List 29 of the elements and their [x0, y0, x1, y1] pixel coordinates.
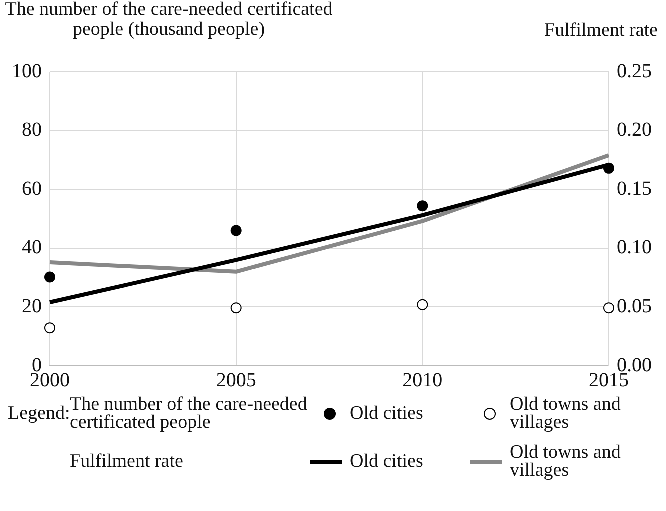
y2-tick-label: 0.15 [617, 178, 652, 200]
x-tick-label: 2005 [216, 369, 256, 392]
point [44, 272, 56, 283]
text: The number of the care-needed certificated people [70, 394, 308, 433]
legend-title: Legend: [8, 403, 70, 424]
legend-label: Old cities [350, 451, 424, 472]
y2-tick-label: 0.10 [617, 236, 652, 259]
point [604, 162, 614, 174]
y-axis-title: The number of the care-needed certificated people (thousand people) [4, 0, 334, 40]
y2-axis-title: Fulfilment rate [544, 20, 658, 42]
y-tick-label: 40 [22, 236, 42, 259]
y-tick-label: 80 [22, 119, 42, 142]
y-tick-label: 100 [12, 60, 42, 82]
point [44, 322, 56, 334]
y-tick-label: 20 [22, 295, 42, 318]
x-tick-label: 2010 [402, 369, 443, 392]
point [417, 200, 428, 212]
legend-label: Old cities [350, 403, 424, 424]
y2-tick-label: 0.05 [617, 295, 652, 318]
legend-label: Old towns and villages [510, 442, 622, 481]
text: Fulfilment rate [70, 451, 184, 472]
y2-tick-label: 0.20 [617, 119, 652, 142]
point [417, 299, 428, 310]
y2-tick-label: 0.25 [617, 60, 652, 82]
legend-label: Old towns and villages [510, 394, 622, 433]
point [230, 302, 242, 314]
point [604, 302, 614, 314]
point [230, 225, 242, 236]
y-tick-label: 60 [22, 178, 42, 200]
